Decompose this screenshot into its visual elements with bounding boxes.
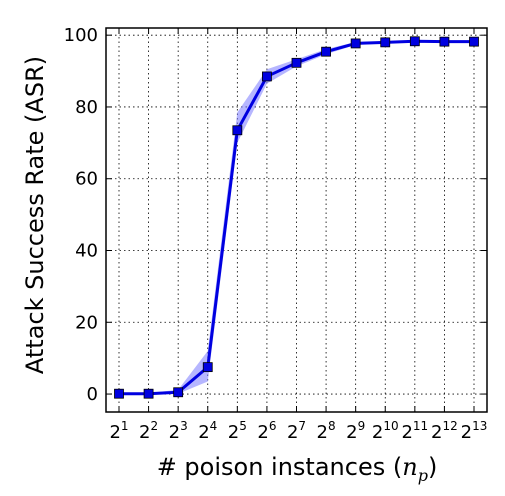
plot-frame [105,27,488,413]
ticks [106,28,487,412]
data-point-marker [321,46,331,57]
grid [106,28,487,412]
data-point-marker [409,36,420,47]
x-tick-label: 24 [198,419,217,443]
data-point-marker [143,388,154,399]
x-tick-label: 23 [169,419,188,443]
x-tick-label: 27 [287,419,306,443]
x-tick-label: 25 [228,419,247,443]
y-tick-label: 40 [75,241,98,262]
x-tick-label: 211 [401,419,428,443]
y-tick-label: 80 [75,97,98,118]
data-point-marker [439,36,450,47]
x-tick-label: 212 [431,419,458,443]
x-tick-label: 26 [257,419,276,443]
y-axis-title: Attack Success Rate (ASR) [21,56,49,374]
x-tick-label: 22 [139,419,158,443]
data-point-marker [232,125,243,136]
x-tick-label: 29 [346,419,365,443]
x-tick-labels: 21 22 23 24 25 26 27 28 29 210 211 212 213 [109,419,487,443]
data-point-marker [291,57,302,68]
data-point-marker [350,38,361,49]
y-tick-label: 60 [75,169,98,190]
y-tick-labels: 0 20 40 60 80 100 [64,25,98,405]
y-tick-label: 20 [75,312,98,333]
data-point-marker [114,388,124,399]
data-point-marker [262,71,272,82]
series-markers [114,36,479,399]
data-point-marker [173,387,184,398]
x-axis-title: # poison instances (np) [157,453,438,485]
x-tick-label: 28 [317,419,336,443]
y-tick-label: 100 [64,25,98,46]
data-point-marker [469,36,479,47]
data-point-marker [380,37,391,48]
x-tick-label: 21 [109,419,128,443]
data-point-marker [202,362,213,373]
y-tick-label: 0 [87,384,98,405]
x-tick-label: 213 [461,419,488,443]
x-tick-label: 210 [372,419,399,443]
